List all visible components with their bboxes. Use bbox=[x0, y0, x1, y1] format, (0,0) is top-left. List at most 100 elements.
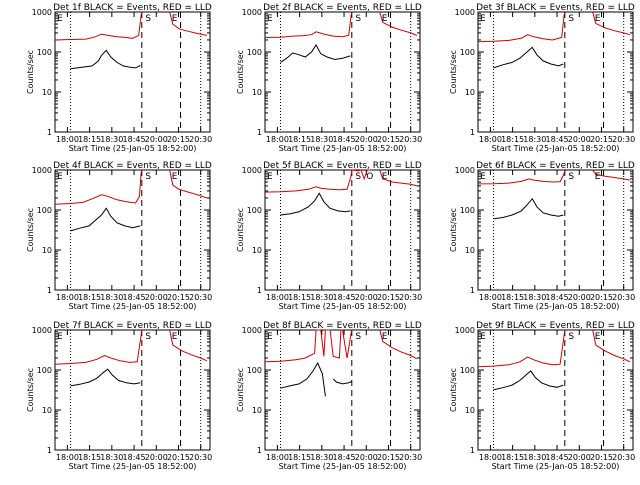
x-tick-label: 18:00 bbox=[56, 135, 79, 144]
event-marker-e: E bbox=[595, 332, 601, 342]
series-lld-line bbox=[54, 11, 143, 41]
panel-1: Det 1f BLACK = Events, RED = LLD 1 10 100 10… bbox=[26, 3, 212, 153]
x-tick-label: 18:00 bbox=[56, 293, 79, 302]
x-tick-label: 20:00 bbox=[355, 453, 378, 462]
panel-title: Det 1f BLACK = Events, RED = LLD bbox=[53, 3, 212, 13]
y-tick-label: 1000 bbox=[455, 8, 475, 17]
y-tick-label: 1 bbox=[470, 446, 475, 455]
series-lld-line bbox=[264, 11, 353, 38]
y-axis-label: Counts/sec bbox=[26, 368, 35, 412]
series-events-line bbox=[493, 46, 564, 69]
event-marker-e: E bbox=[267, 332, 273, 342]
panel-title: Det 4f BLACK = Events, RED = LLD bbox=[53, 161, 212, 171]
x-tick-label: 18:30 bbox=[523, 453, 546, 462]
panel-title: Det 9f BLACK = Events, RED = LLD bbox=[476, 321, 635, 331]
event-marker-s: S bbox=[568, 14, 574, 24]
panel-title: Det 8f BLACK = Events, RED = LLD bbox=[263, 321, 422, 331]
x-tick-label: 18:30 bbox=[100, 453, 123, 462]
panel-title: Det 6f BLACK = Events, RED = LLD bbox=[476, 161, 635, 171]
x-tick-label: 20:15 bbox=[377, 453, 400, 462]
event-marker-e: E bbox=[267, 14, 273, 24]
x-tick-label: 20:30 bbox=[612, 135, 635, 144]
x-tick-label: 20:00 bbox=[568, 453, 591, 462]
x-axis-label: Start Time (25-Jan-05 18:52:00) bbox=[279, 302, 407, 311]
x-tick-label: 18:15 bbox=[288, 293, 311, 302]
y-tick-label: 10 bbox=[42, 246, 52, 255]
x-tick-label: 20:15 bbox=[590, 453, 613, 462]
series-lld-line bbox=[169, 329, 208, 362]
panel-7: Det 7f BLACK = Events, RED = LLD 1 10 100 10… bbox=[26, 321, 212, 471]
x-tick-label: 20:15 bbox=[377, 293, 400, 302]
x-tick-label: 18:45 bbox=[123, 293, 146, 302]
event-marker-e: E bbox=[480, 14, 486, 24]
y-tick-label: 1000 bbox=[32, 326, 52, 335]
y-tick-label: 1000 bbox=[242, 166, 262, 175]
x-tick-label: 20:00 bbox=[145, 293, 168, 302]
x-tick-label: 20:00 bbox=[568, 135, 591, 144]
y-tick-label: 100 bbox=[247, 48, 262, 57]
y-tick-label: 10 bbox=[252, 406, 262, 415]
x-tick-label: 18:30 bbox=[310, 135, 333, 144]
x-tick-label: 18:30 bbox=[310, 293, 333, 302]
y-tick-label: 1000 bbox=[32, 166, 52, 175]
series-events-line bbox=[70, 49, 141, 70]
x-tick-label: 18:00 bbox=[56, 453, 79, 462]
event-marker-e: E bbox=[57, 14, 63, 24]
x-tick-label: 20:30 bbox=[189, 293, 212, 302]
event-marker-s: S bbox=[145, 14, 151, 24]
x-tick-label: 20:30 bbox=[399, 453, 422, 462]
x-tick-label: 18:15 bbox=[501, 293, 524, 302]
y-tick-label: 100 bbox=[37, 206, 52, 215]
y-axis-label: Counts/sec bbox=[449, 50, 458, 94]
x-tick-label: 18:30 bbox=[100, 293, 123, 302]
plot-frame bbox=[477, 11, 634, 133]
y-axis-label: Counts/sec bbox=[26, 208, 35, 252]
x-tick-label: 18:45 bbox=[333, 293, 356, 302]
x-tick-label: 18:00 bbox=[266, 293, 289, 302]
x-tick-label: 18:15 bbox=[288, 453, 311, 462]
event-marker-s: S bbox=[145, 332, 151, 342]
x-tick-label: 18:45 bbox=[123, 453, 146, 462]
panel-4: Det 4f BLACK = Events, RED = LLD 1 10 100 10… bbox=[26, 161, 212, 311]
series-lld-line bbox=[264, 169, 371, 193]
x-tick-label: 20:15 bbox=[377, 135, 400, 144]
event-marker-s: S bbox=[355, 14, 361, 24]
x-tick-label: 20:30 bbox=[189, 453, 212, 462]
event-marker-e: E bbox=[382, 14, 388, 24]
event-marker-s: S bbox=[355, 332, 361, 342]
series-events-line bbox=[332, 378, 353, 385]
y-tick-label: 1000 bbox=[242, 326, 262, 335]
y-axis-label: Counts/sec bbox=[449, 208, 458, 252]
x-tick-label: 20:00 bbox=[145, 135, 168, 144]
x-tick-label: 18:00 bbox=[479, 135, 502, 144]
y-tick-label: 100 bbox=[247, 206, 262, 215]
event-marker-e: E bbox=[267, 172, 273, 182]
x-tick-label: 20:15 bbox=[167, 135, 190, 144]
series-lld-line bbox=[592, 329, 631, 363]
event-marker-e: E bbox=[480, 332, 486, 342]
series-lld-line bbox=[169, 169, 208, 199]
y-tick-label: 10 bbox=[252, 88, 262, 97]
y-tick-label: 100 bbox=[37, 48, 52, 57]
panel-title: Det 2f BLACK = Events, RED = LLD bbox=[263, 3, 422, 13]
series-events-line bbox=[493, 370, 564, 391]
y-axis-label: Counts/sec bbox=[449, 368, 458, 412]
event-marker-s: S bbox=[145, 172, 151, 182]
x-axis-label: Start Time (25-Jan-05 18:52:00) bbox=[69, 462, 197, 471]
series-lld-line bbox=[477, 11, 566, 43]
x-tick-label: 20:30 bbox=[612, 453, 635, 462]
event-marker-e: E bbox=[57, 332, 63, 342]
event-marker-e: E bbox=[172, 332, 178, 342]
y-tick-label: 100 bbox=[460, 48, 475, 57]
panel-8: Det 8f BLACK = Events, RED = LLD 1 10 100 10… bbox=[236, 321, 422, 471]
x-tick-label: 18:15 bbox=[288, 135, 311, 144]
x-tick-label: 18:15 bbox=[78, 135, 101, 144]
x-axis-label: Start Time (25-Jan-05 18:52:00) bbox=[492, 302, 620, 311]
series-events-line bbox=[280, 44, 351, 63]
y-tick-label: 1 bbox=[257, 446, 262, 455]
x-axis-label: Start Time (25-Jan-05 18:52:00) bbox=[69, 302, 197, 311]
y-tick-label: 1000 bbox=[242, 8, 262, 17]
y-axis-label: Counts/sec bbox=[236, 368, 245, 412]
x-tick-label: 20:30 bbox=[399, 135, 422, 144]
